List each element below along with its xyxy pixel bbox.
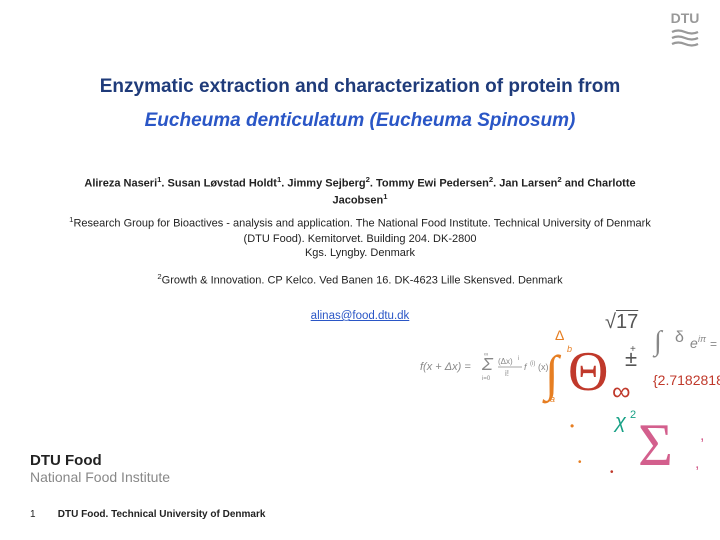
svg-text:=: = [710,337,717,351]
svg-text:∞: ∞ [484,352,488,358]
title-line2: Eucheuma denticulatum (Eucheuma Spinosum… [50,104,670,138]
chi-squared: χ [613,411,627,433]
brand-line2: National Food Institute [30,469,170,485]
svg-text:iπ: iπ [698,334,707,344]
dtu-logo-text: DTU [670,10,700,26]
contact-email[interactable]: alinas@food.dtu.dk [0,310,720,322]
svg-text:•: • [610,467,614,478]
title-line1: Enzymatic extraction and characterizatio… [50,70,670,104]
infinity-symbol: ∞ [612,376,631,406]
theta-large: Θ [568,341,608,403]
svg-text:a: a [550,394,555,404]
title-block: Enzymatic extraction and characterizatio… [50,70,670,138]
svg-text:2: 2 [630,409,636,421]
svg-text:Σ: Σ [481,354,494,374]
bottom-brand: DTU Food National Food Institute [30,452,170,485]
integral-small: ∫ [652,326,664,358]
svg-text:(x): (x) [538,362,549,372]
svg-text:i=0: i=0 [482,376,491,382]
svg-text:i: i [518,356,519,362]
svg-text:,: , [695,455,699,472]
plus-minus: ± [625,346,637,371]
svg-text:i!: i! [505,369,509,378]
euler-number: {2.7182818284 [653,372,720,388]
svg-text:f: f [524,362,528,372]
integral-large: ∫ [542,345,562,404]
delta-symbol: Δ [555,327,564,343]
brand-line1: DTU Food [30,452,170,469]
affiliation-1: 1Research Group for Bioactives - analysi… [60,215,660,261]
small-delta: δ [675,329,684,346]
svg-text:•: • [570,419,574,433]
svg-text:,: , [700,427,704,444]
svg-text:+: + [630,344,636,355]
affiliation-2: 2Growth & Innovation. CP Kelco. Ved Bane… [60,272,660,289]
page-number: 1 [30,509,55,520]
authors: Alireza Naseri1. Susan Løvstad Holdt1. J… [60,175,660,209]
svg-text:•: • [578,457,582,468]
svg-text:(i): (i) [530,361,535,367]
footer-text: DTU Food. Technical University of Denmar… [58,509,266,520]
footer: 1 DTU Food. Technical University of Denm… [30,509,265,520]
dtu-logo-top-right: DTU [670,10,700,53]
svg-text:b: b [567,344,572,354]
math-decoration: f(x + Δx) = Σ i=0 ∞ (Δx) i i! f (i) (x) … [410,310,720,510]
sigma-large: Σ [638,412,673,478]
eipi: e [690,335,698,351]
svg-text:(Δx): (Δx) [498,357,513,366]
dtu-wave-icon [670,28,700,48]
taylor-formula: f(x + Δx) = [420,361,471,373]
